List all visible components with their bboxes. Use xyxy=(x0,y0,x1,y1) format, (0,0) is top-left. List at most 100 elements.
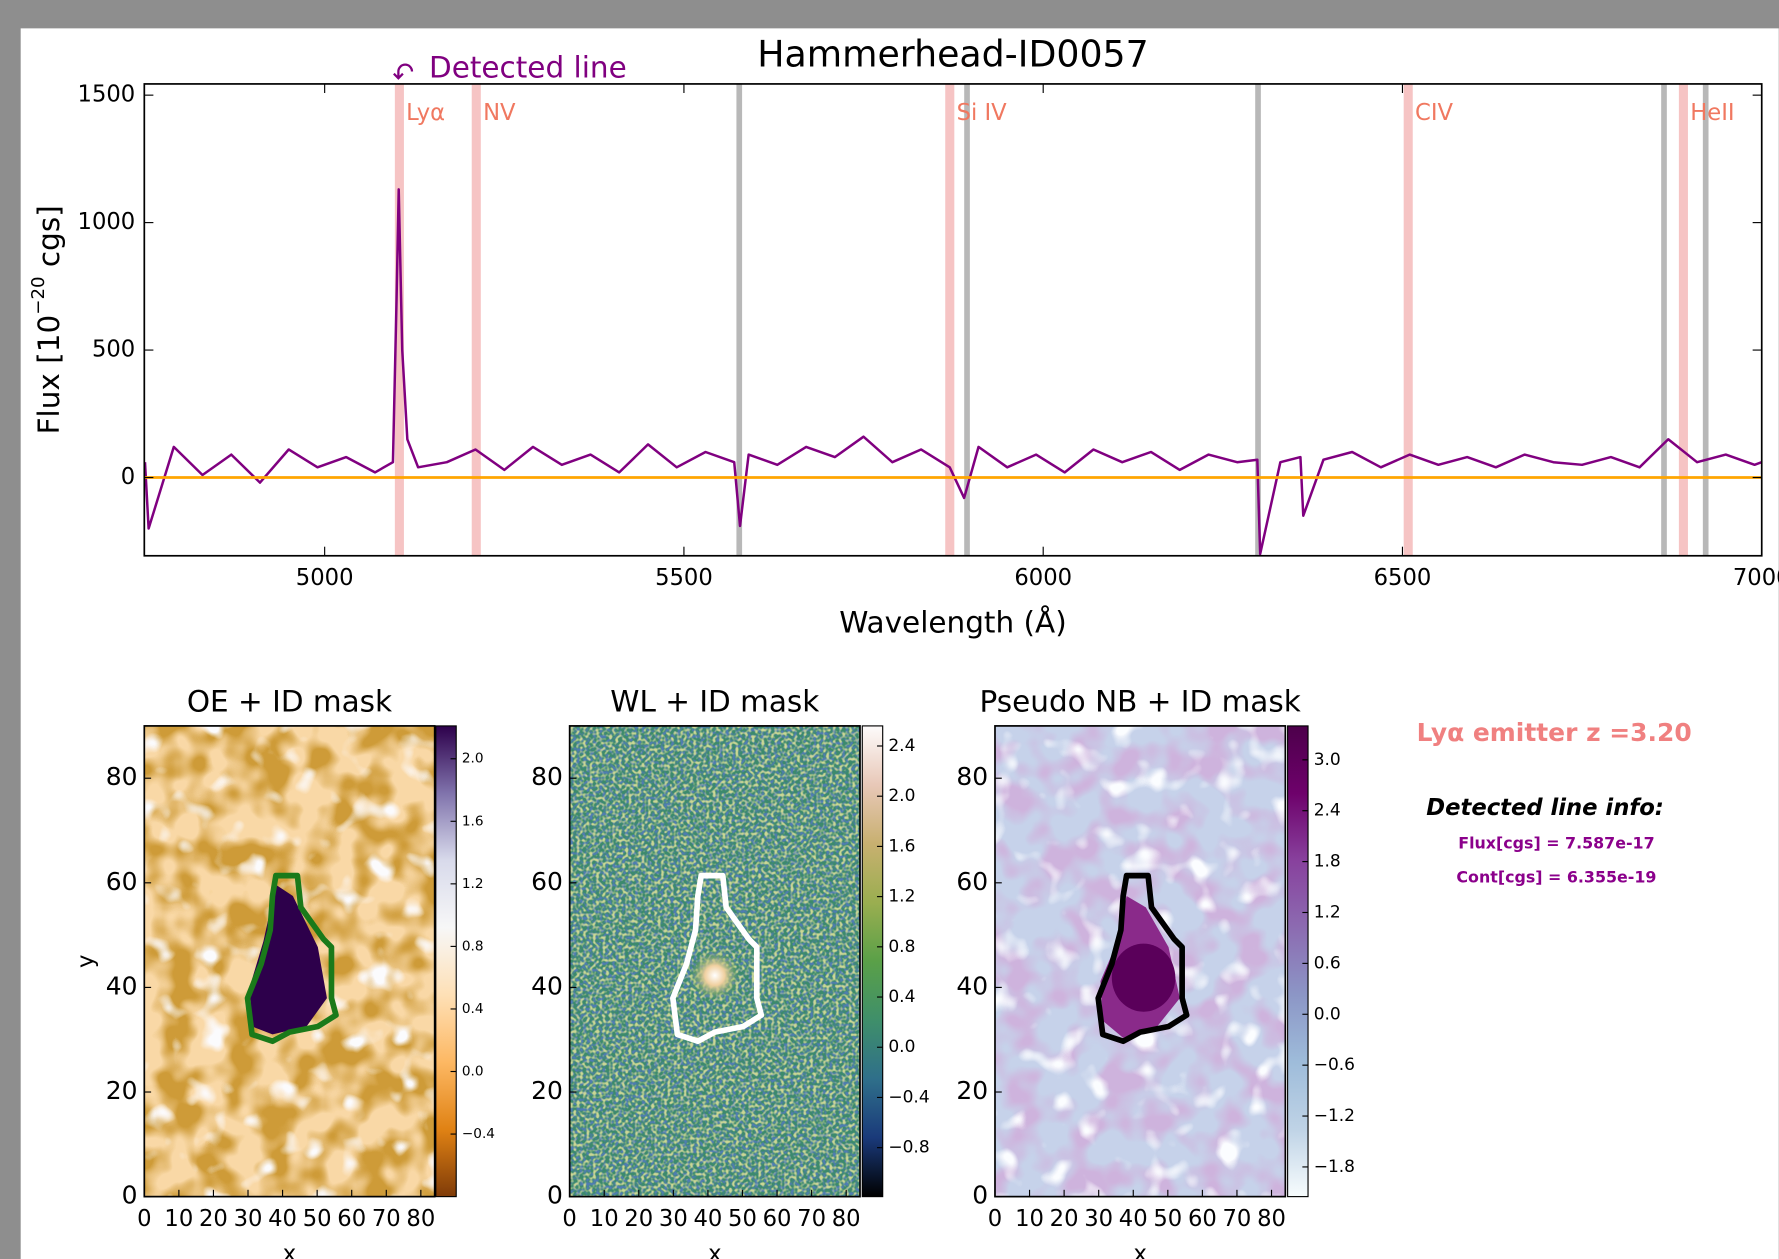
colorbar-tick-label: 2.0 xyxy=(888,786,915,806)
y-tick-label: 0 xyxy=(972,1181,988,1210)
colorbar-tick-label: −0.8 xyxy=(888,1138,929,1158)
y-tick-label: 60 xyxy=(531,867,563,896)
spectrum-line xyxy=(144,188,1762,556)
x-axis-label: x xyxy=(283,1241,296,1259)
x-tick-label: 20 xyxy=(199,1206,228,1232)
colorbar-tick-label: 0.8 xyxy=(462,938,484,954)
x-tick-label: 70 xyxy=(1223,1206,1252,1232)
colorbar-tick-label: 0.4 xyxy=(462,1001,484,1017)
x-tick-label: 40 xyxy=(1119,1206,1148,1232)
y-tick-label: 20 xyxy=(531,1076,563,1105)
colorbar-tick-label: 2.4 xyxy=(888,736,915,756)
colorbar-tick-label: 1.6 xyxy=(888,836,915,856)
x-axis-label: x xyxy=(708,1241,721,1259)
y-tick-label: 80 xyxy=(106,762,138,791)
x-tick-label: 70 xyxy=(372,1206,401,1232)
colorbar-tick-label: 1.8 xyxy=(1314,852,1341,872)
x-axis-label: Wavelength (Å) xyxy=(839,604,1066,639)
y-tick-label: 20 xyxy=(956,1076,988,1105)
y-tick-label: 60 xyxy=(956,867,988,896)
x-tick-label: 20 xyxy=(1050,1206,1079,1232)
colorbar-tick-label: −0.6 xyxy=(1314,1055,1355,1075)
colorbar-tick-label: 1.2 xyxy=(462,876,484,892)
line-marker-label: Lyα xyxy=(406,100,445,126)
image-panel-3 xyxy=(994,725,1286,1197)
x-tick-label: 10 xyxy=(590,1206,619,1232)
y-tick-label: 1000 xyxy=(78,209,136,235)
image-source xyxy=(689,950,740,1001)
y-axis-label: Flux [10−20 cgs] xyxy=(28,205,66,434)
image-frame xyxy=(568,725,861,1198)
y-tick-label: 0 xyxy=(121,464,135,490)
x-tick-label: 50 xyxy=(1153,1206,1182,1232)
image-panel-1 xyxy=(144,725,435,1197)
x-tick-label: 80 xyxy=(832,1206,861,1232)
info-flux: Flux[cgs] = 7.587e-17 xyxy=(1458,833,1654,852)
line-marker xyxy=(945,83,955,556)
y-label-exponent: −20 xyxy=(28,276,49,314)
y-axis-label: y xyxy=(73,955,99,968)
colorbar-tick-label: −1.2 xyxy=(1314,1106,1355,1126)
colorbar-tick-label: −0.4 xyxy=(888,1087,929,1107)
x-tick-label: 6000 xyxy=(1014,565,1072,591)
x-tick-label: 6500 xyxy=(1374,565,1432,591)
line-marker xyxy=(394,83,404,556)
colorbar-tick-label: 2.4 xyxy=(1314,801,1341,821)
colorbar-tick-label: 0.8 xyxy=(888,937,915,957)
line-marker-label: HeII xyxy=(1690,100,1734,126)
x-tick-label: 80 xyxy=(1257,1206,1286,1232)
y-tick-label: 40 xyxy=(956,971,988,1000)
image-frame xyxy=(994,725,1287,1198)
x-tick-label: 30 xyxy=(234,1206,263,1232)
y-label-base: Flux [10 xyxy=(32,315,66,435)
colorbar-tick-label: 0.0 xyxy=(888,1037,915,1057)
colorbar-tick-label: 0.6 xyxy=(1314,953,1341,973)
x-tick-label: 10 xyxy=(1015,1206,1044,1232)
y-tick-label: 60 xyxy=(106,867,138,896)
colorbar-tick-label: 1.6 xyxy=(462,813,484,829)
y-tick-label: 0 xyxy=(547,1181,563,1210)
chart-title: Hammerhead-ID0057 xyxy=(757,33,1148,76)
y-tick-label: 40 xyxy=(106,971,138,1000)
line-marker-label: Si IV xyxy=(957,100,1008,126)
x-tick-label: 0 xyxy=(137,1206,151,1232)
info-heading: Detected line info: xyxy=(1426,795,1664,821)
image-frame xyxy=(143,725,436,1198)
x-tick-label: 0 xyxy=(988,1206,1002,1232)
x-tick-label: 60 xyxy=(763,1206,792,1232)
image-core xyxy=(1111,943,1176,1012)
line-marker xyxy=(471,83,481,556)
colorbar xyxy=(435,725,457,1198)
line-marker xyxy=(1678,83,1688,556)
x-tick-label: 5000 xyxy=(296,565,354,591)
image-panel-2 xyxy=(569,725,861,1197)
y-tick-label: 40 xyxy=(531,971,563,1000)
colorbar-tick-label: 0.0 xyxy=(1314,1004,1341,1024)
colorbar-tick-label: 0.0 xyxy=(462,1064,484,1080)
x-tick-label: 40 xyxy=(268,1206,297,1232)
legend-marker xyxy=(393,63,414,80)
y-tick-label: 20 xyxy=(106,1076,138,1105)
x-tick-label: 10 xyxy=(164,1206,193,1232)
x-axis-label: x xyxy=(1133,1241,1146,1259)
y-tick-label: 500 xyxy=(92,337,135,363)
x-tick-label: 50 xyxy=(728,1206,757,1232)
sky-line xyxy=(964,83,970,556)
y-tick-label: 80 xyxy=(531,762,563,791)
x-tick-label: 70 xyxy=(797,1206,826,1232)
sky-line xyxy=(1661,83,1667,556)
x-tick-label: 30 xyxy=(659,1206,688,1232)
sky-line xyxy=(736,83,743,556)
panel-title: OE + ID mask xyxy=(187,685,392,719)
x-tick-label: 30 xyxy=(1084,1206,1113,1232)
colorbar-tick-label: 1.2 xyxy=(1314,902,1341,922)
y-label-unit: cgs] xyxy=(32,205,66,276)
colorbar xyxy=(1287,725,1309,1198)
y-tick-label: 0 xyxy=(122,1181,138,1210)
colorbar-tick-label: 2.0 xyxy=(462,751,484,767)
colorbar-tick-label: −0.4 xyxy=(462,1126,495,1142)
x-tick-label: 60 xyxy=(337,1206,366,1232)
